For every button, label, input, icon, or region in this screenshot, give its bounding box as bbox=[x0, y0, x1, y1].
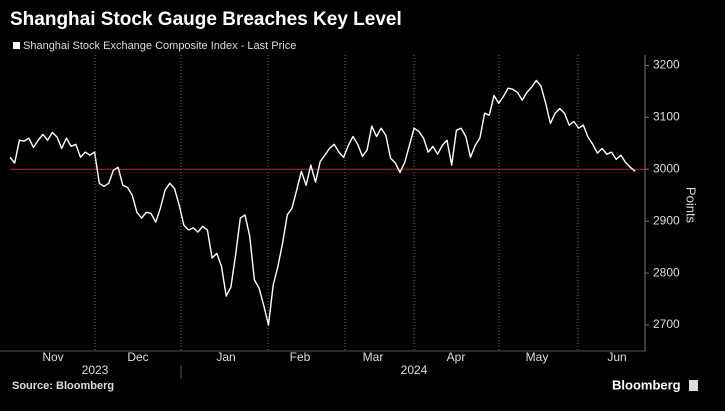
year-label: 2023 bbox=[82, 363, 109, 377]
y-tick-label: 3100 bbox=[653, 109, 680, 123]
brand: Bloomberg bbox=[612, 377, 681, 392]
x-tick-label: Feb bbox=[290, 350, 311, 364]
y-tick-label: 2900 bbox=[653, 213, 680, 227]
x-tick-label: Mar bbox=[363, 350, 384, 364]
x-tick-label: Apr bbox=[447, 350, 466, 364]
y-axis-label: Points bbox=[684, 187, 699, 224]
legend-label: Shanghai Stock Exchange Composite Index … bbox=[23, 40, 296, 52]
year-label: 2024 bbox=[401, 363, 428, 377]
chart-title: Shanghai Stock Gauge Breaches Key Level bbox=[10, 9, 402, 30]
y-tick-label: 3200 bbox=[653, 58, 680, 72]
legend-swatch bbox=[13, 42, 20, 49]
x-tick-label: Jan bbox=[216, 350, 235, 364]
source: Source: Bloomberg bbox=[12, 380, 114, 392]
x-tick-label: Nov bbox=[42, 350, 63, 364]
x-tick-label: Jun bbox=[607, 350, 626, 364]
y-tick-label: 2800 bbox=[653, 265, 680, 279]
y-tick-label: 2700 bbox=[653, 317, 680, 331]
x-tick-label: May bbox=[526, 350, 549, 364]
y-tick-label: 3000 bbox=[653, 161, 680, 175]
x-tick-label: Dec bbox=[127, 350, 148, 364]
line-series bbox=[9, 79, 636, 326]
brand-icon bbox=[689, 380, 698, 391]
